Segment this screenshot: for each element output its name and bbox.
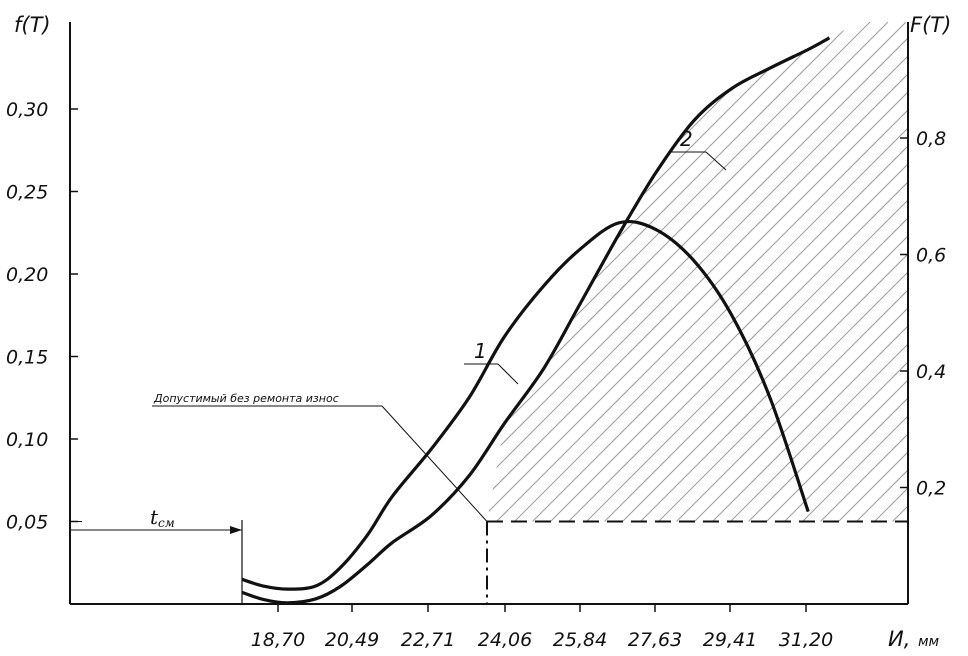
right-tick-labels: 0,2 0,4 0,6 0,8 — [900, 128, 946, 500]
hatch-line — [809, 22, 908, 522]
right-tick-label: 0,4 — [916, 361, 946, 383]
allowed-wear-label: Допустимый без ремонта износ — [153, 392, 339, 405]
hatch-line — [755, 22, 908, 522]
right-axis-title: F(T) — [910, 13, 951, 37]
hatch-line — [487, 22, 673, 522]
hatch-line — [918, 22, 968, 604]
hatch-line — [487, 22, 583, 522]
hatch-line — [791, 22, 908, 522]
hatch-line — [881, 22, 908, 522]
hatch-line — [487, 22, 601, 522]
hatched-region — [0, 22, 968, 604]
hatch-line — [539, 22, 908, 522]
series-1-label: 1 — [474, 339, 487, 363]
hatch-line — [487, 22, 637, 522]
series-1-line — [241, 219, 810, 591]
x-tick-label: 18,70 — [251, 629, 305, 651]
x-tick-label: 31,20 — [779, 629, 833, 651]
hatch-line — [487, 22, 908, 522]
hatch-line — [487, 22, 908, 522]
hatch-line — [487, 22, 799, 522]
x-tick-label: 25,84 — [553, 629, 607, 651]
hatch-line — [487, 22, 745, 522]
hatch-line — [487, 22, 908, 522]
hatch-line — [487, 22, 547, 522]
hatch-line — [0, 22, 366, 604]
x-axis-title: И, — [888, 627, 910, 651]
hatch-line — [611, 22, 908, 522]
hatch-line — [701, 22, 908, 522]
left-axis-title: f(T) — [14, 13, 51, 37]
hatch-line — [773, 22, 908, 522]
hatch-line — [487, 22, 889, 522]
hatch-line — [487, 22, 763, 522]
hatch-line — [575, 22, 908, 522]
hatch-line — [487, 22, 908, 522]
x-tick-label: 22,71 — [401, 629, 455, 651]
hatch-line — [487, 22, 871, 522]
hatch-line — [737, 22, 908, 522]
hatch-line — [487, 22, 835, 522]
hatch-line — [954, 22, 968, 604]
hatch-line — [487, 22, 529, 522]
right-tick-label: 0,2 — [916, 478, 946, 500]
hatch-line — [521, 22, 908, 522]
hatch-line — [487, 22, 907, 522]
hatch-line — [0, 22, 402, 604]
right-tick-label: 0,6 — [916, 245, 946, 267]
left-tick-label: 0,15 — [6, 347, 48, 369]
hatch-line — [487, 22, 853, 522]
x-tick-labels: 18,70 20,49 22,71 24,06 25,84 27,63 29,41 31,20 — [251, 604, 833, 651]
series-1-label-leader — [497, 363, 519, 385]
hatch-line — [557, 22, 908, 522]
x-axis-unit: мм — [918, 634, 940, 650]
left-tick-label: 0,10 — [6, 429, 48, 451]
left-tick-label: 0,30 — [6, 99, 48, 121]
hatch-line — [487, 22, 781, 522]
hatch-line — [647, 22, 908, 522]
left-tick-labels: 0,05 0,10 0,15 0,20 0,25 0,30 — [6, 99, 78, 534]
hatch-line — [487, 22, 908, 522]
x-tick-label: 27,63 — [628, 629, 682, 651]
left-tick-label: 0,20 — [6, 264, 48, 286]
hatch-line — [487, 22, 565, 522]
tsm-arrow-icon — [230, 526, 242, 534]
hatch-line — [487, 22, 908, 522]
hatch-line — [487, 22, 908, 522]
left-tick-label: 0,25 — [6, 182, 48, 204]
hatch-line — [487, 22, 908, 522]
left-tick-label: 0,05 — [6, 512, 48, 534]
hatch-line — [719, 22, 908, 522]
hatch-line — [0, 22, 420, 604]
hatch-line — [0, 22, 384, 604]
hatch-line — [593, 22, 908, 522]
hatch-line — [0, 22, 456, 604]
hatch-line — [683, 22, 908, 522]
tsm-label: t — [150, 505, 159, 529]
hatch-line — [936, 22, 968, 604]
hatch-line — [629, 22, 908, 522]
hatch-line — [0, 22, 438, 604]
hatch-line — [487, 22, 908, 522]
hatch-line — [899, 22, 908, 522]
x-tick-label: 24,06 — [478, 629, 532, 651]
hatch-line — [487, 22, 727, 522]
hatch-line — [665, 22, 908, 522]
x-tick-label: 20,49 — [325, 629, 379, 651]
series-2-label: 2 — [680, 127, 693, 151]
hatch-line — [487, 22, 691, 522]
x-tick-label: 29,41 — [703, 629, 757, 651]
hatch-line — [487, 22, 619, 522]
allowed-wear-leader — [381, 405, 488, 522]
series-2-line — [241, 36, 831, 605]
right-tick-label: 0,8 — [916, 128, 946, 150]
tsm-subscript: см — [158, 516, 175, 530]
series-2-label-leader — [705, 151, 727, 171]
hatch-line — [503, 22, 908, 522]
hatch-line — [487, 22, 709, 522]
